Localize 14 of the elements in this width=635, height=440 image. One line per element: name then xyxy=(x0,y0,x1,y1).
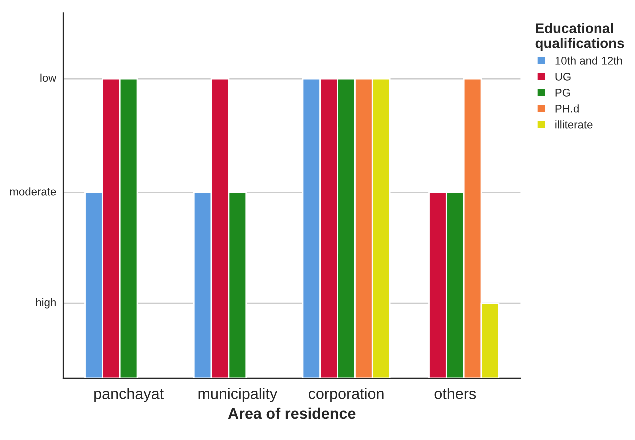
legend-label: PG xyxy=(556,88,570,97)
x-tick-label: corporation xyxy=(308,388,384,402)
legend-label: 10th and 12th xyxy=(556,56,622,65)
legend-label: illiterate xyxy=(556,120,593,129)
x-axis-title: Area of residence xyxy=(228,408,356,420)
x-tick-label: others xyxy=(434,388,476,400)
legend-label: UG xyxy=(556,72,571,81)
legend-label: PH.d xyxy=(556,104,579,113)
x-tick-label: municipality xyxy=(198,388,278,402)
ref-line-label: high xyxy=(36,298,56,309)
legend-title: Educational qualifications xyxy=(536,23,624,52)
ref-line-label: moderate xyxy=(10,188,56,196)
ref-line-label: low xyxy=(40,74,57,82)
x-tick-label: panchayat xyxy=(94,388,164,402)
